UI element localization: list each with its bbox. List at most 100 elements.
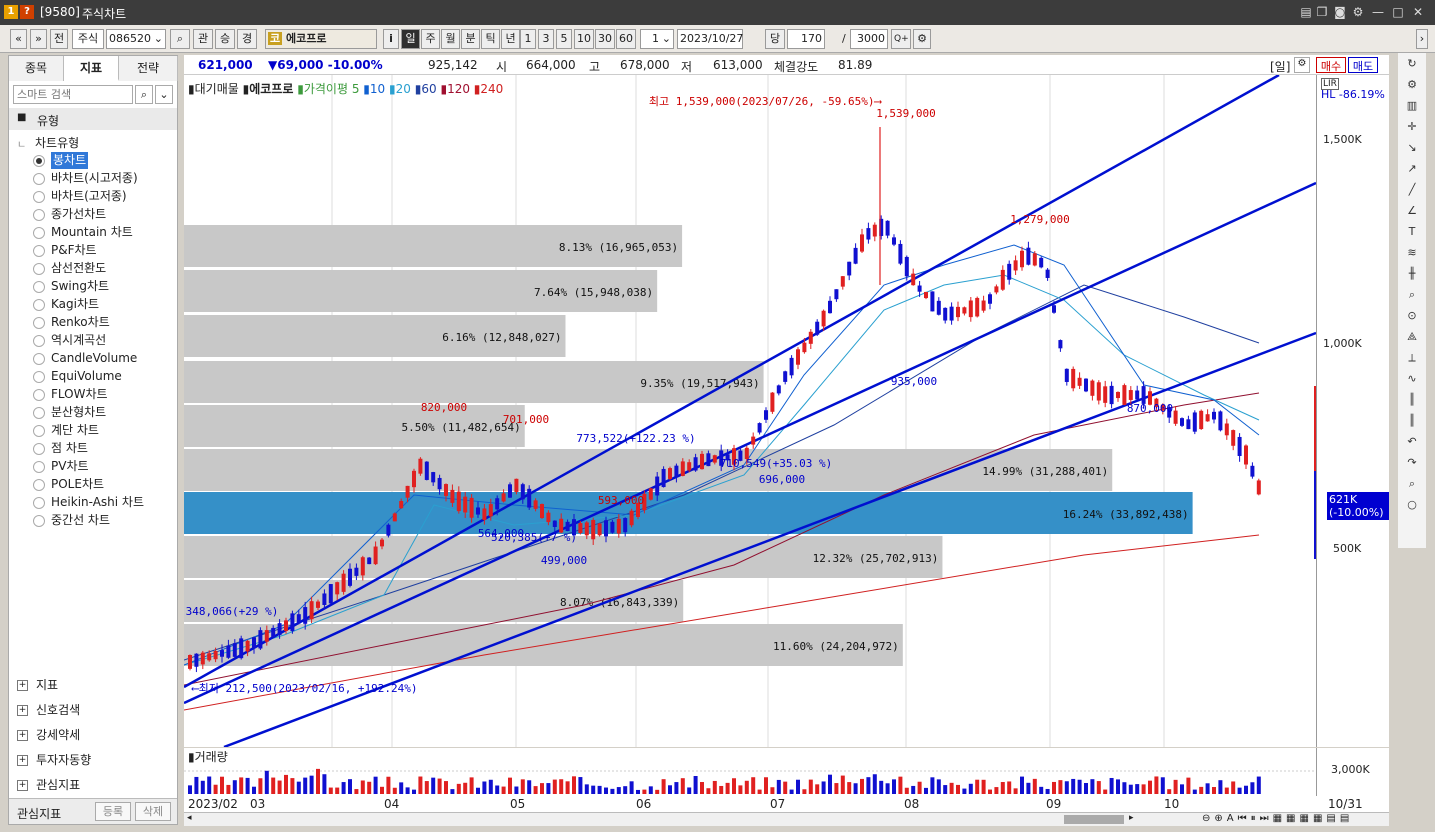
- front-button[interactable]: 전: [50, 29, 68, 49]
- radio-10[interactable]: [33, 335, 45, 347]
- zoom-in-icon[interactable]: Q+: [891, 29, 911, 49]
- radio-8[interactable]: [33, 299, 45, 311]
- buy-button[interactable]: 매수: [1316, 57, 1346, 73]
- bars2-icon[interactable]: ║: [1408, 414, 1416, 427]
- chart-type-item[interactable]: POLE차트: [51, 477, 105, 491]
- undo-icon[interactable]: ↶: [1407, 435, 1417, 448]
- chart-type-item[interactable]: 봉차트: [51, 152, 89, 169]
- chart-scrollbar[interactable]: ◂ ▸ ⊖⊕A⏮⏸⏭▦▦▦▦▤▤: [184, 812, 1389, 826]
- radio-17[interactable]: [33, 461, 45, 473]
- radio-16[interactable]: [33, 443, 45, 455]
- gear-icon[interactable]: ⚙: [913, 29, 931, 49]
- num-1-button[interactable]: 1: [520, 29, 536, 49]
- chart-canvas[interactable]: 8.13% (16,965,053) 7.64% (15,948,038) 6.16…: [184, 75, 1389, 747]
- fib-icon[interactable]: ≋: [1407, 246, 1417, 259]
- minimize-button[interactable]: —: [1372, 5, 1384, 19]
- chart-type-item[interactable]: PV차트: [51, 459, 89, 473]
- period-minute-button[interactable]: 분: [461, 29, 480, 49]
- dang-button[interactable]: 당: [765, 29, 785, 49]
- gwan-button[interactable]: 관: [193, 29, 213, 49]
- radio-20[interactable]: [33, 515, 45, 527]
- radio-3[interactable]: [33, 209, 45, 221]
- measure-icon[interactable]: ⟂: [1408, 351, 1416, 364]
- circle-icon[interactable]: ○: [1407, 498, 1417, 511]
- maximize-button[interactable]: □: [1392, 5, 1404, 19]
- text-icon[interactable]: T: [1408, 225, 1416, 238]
- nav-strength[interactable]: + 강세약세: [17, 726, 80, 743]
- shape-icon[interactable]: ⟁: [1407, 330, 1417, 343]
- info-button[interactable]: i: [383, 29, 399, 49]
- sell-button[interactable]: 매도: [1348, 57, 1378, 73]
- period-day-button[interactable]: 일: [401, 29, 420, 49]
- scroll-left-icon[interactable]: ◂: [187, 813, 192, 823]
- crosshair-icon[interactable]: ✛: [1407, 120, 1417, 133]
- search-icon[interactable]: ⌕: [135, 85, 153, 104]
- line-icon[interactable]: ╱: [1408, 183, 1416, 196]
- delete-button[interactable]: 삭제: [135, 802, 171, 821]
- radio-4[interactable]: [33, 227, 45, 239]
- total-input[interactable]: 3000: [850, 29, 888, 49]
- prev-arrow-button[interactable]: «: [10, 29, 27, 49]
- close-button[interactable]: ✕: [1412, 5, 1424, 19]
- zoom-controls[interactable]: ⊖⊕A⏮⏸⏭▦▦▦▦▤▤: [1202, 813, 1354, 824]
- date-input[interactable]: 2023/10/27: [677, 29, 743, 49]
- search-icon[interactable]: ⌕: [1408, 477, 1416, 490]
- chevron-down-icon[interactable]: ⌄: [155, 85, 173, 104]
- chart-type-item[interactable]: Renko차트: [51, 315, 110, 329]
- tab-stock[interactable]: 종목: [9, 56, 64, 81]
- ray-icon[interactable]: ↗: [1407, 162, 1417, 175]
- radio-15[interactable]: [33, 425, 45, 437]
- chart-type-item[interactable]: EquiVolume: [51, 369, 122, 383]
- seung-button[interactable]: 승: [215, 29, 235, 49]
- radio-5[interactable]: [33, 245, 45, 257]
- radio-0[interactable]: [33, 155, 45, 167]
- chart-type-item[interactable]: Heikin-Ashi 차트: [51, 495, 144, 509]
- search-icon[interactable]: ⌕: [170, 29, 190, 49]
- nav-interest[interactable]: + 관심지표: [17, 776, 80, 793]
- nav-investor[interactable]: + 투자자동향: [17, 751, 91, 768]
- gear-icon[interactable]: ⚙: [1294, 57, 1310, 73]
- radio-6[interactable]: [33, 263, 45, 275]
- expand-button[interactable]: ›: [1416, 29, 1428, 49]
- radio-7[interactable]: [33, 281, 45, 293]
- radio-11[interactable]: [33, 353, 45, 365]
- zoom-icon[interactable]: ⌕: [1408, 288, 1416, 301]
- chart-type-item[interactable]: 역시계곡선: [51, 333, 107, 347]
- chart-type-item[interactable]: 점 차트: [51, 441, 88, 455]
- nav-signal-search[interactable]: + 신호검색: [17, 701, 80, 718]
- settings-icon[interactable]: ⚙: [1352, 5, 1364, 19]
- nav-indicator[interactable]: + 지표: [17, 676, 58, 693]
- num-3-button[interactable]: 3: [538, 29, 554, 49]
- auto-trend-icon[interactable]: ∠: [1407, 204, 1417, 217]
- bars-icon[interactable]: ║: [1408, 393, 1416, 406]
- chart-type-item[interactable]: 중간선 차트: [51, 513, 111, 527]
- wave-icon[interactable]: ∿: [1407, 372, 1417, 385]
- link-icon[interactable]: ▤: [1300, 5, 1312, 19]
- camera-icon[interactable]: ◙: [1334, 5, 1346, 19]
- refresh-icon[interactable]: ↻: [1407, 57, 1417, 70]
- tab-indicator[interactable]: 지표: [64, 56, 119, 81]
- num-30-button[interactable]: 30: [595, 29, 615, 49]
- scroll-right-icon[interactable]: ▸: [1129, 813, 1134, 823]
- radio-19[interactable]: [33, 497, 45, 509]
- num-10-button[interactable]: 10: [574, 29, 594, 49]
- redo-icon[interactable]: ↷: [1407, 456, 1417, 469]
- price-chart[interactable]: 8.13% (16,965,053) 7.64% (15,948,038) 6.16…: [184, 75, 1389, 747]
- help-icon[interactable]: ?: [20, 5, 34, 19]
- num-5-button[interactable]: 5: [556, 29, 572, 49]
- volume-panel[interactable]: ▮거래량 3,000K: [184, 748, 1389, 796]
- period-tick-button[interactable]: 틱: [481, 29, 500, 49]
- period-year-button[interactable]: 년: [501, 29, 520, 49]
- gyeong-button[interactable]: 경: [237, 29, 257, 49]
- code-input[interactable]: 086520 ⌄: [106, 29, 166, 49]
- stock-name-field[interactable]: 코 에코프로: [265, 29, 377, 49]
- gear-icon[interactable]: ⚙: [1407, 78, 1417, 91]
- scroll-thumb[interactable]: [1064, 815, 1124, 824]
- register-button[interactable]: 등록: [95, 802, 131, 821]
- chart-icon[interactable]: ▥: [1406, 99, 1418, 112]
- candle-icon[interactable]: ╫: [1408, 267, 1416, 280]
- radio-13[interactable]: [33, 389, 45, 401]
- chart-type-item[interactable]: Swing차트: [51, 279, 110, 293]
- radio-18[interactable]: [33, 479, 45, 491]
- chart-type-item[interactable]: 바차트(고저종): [51, 189, 127, 203]
